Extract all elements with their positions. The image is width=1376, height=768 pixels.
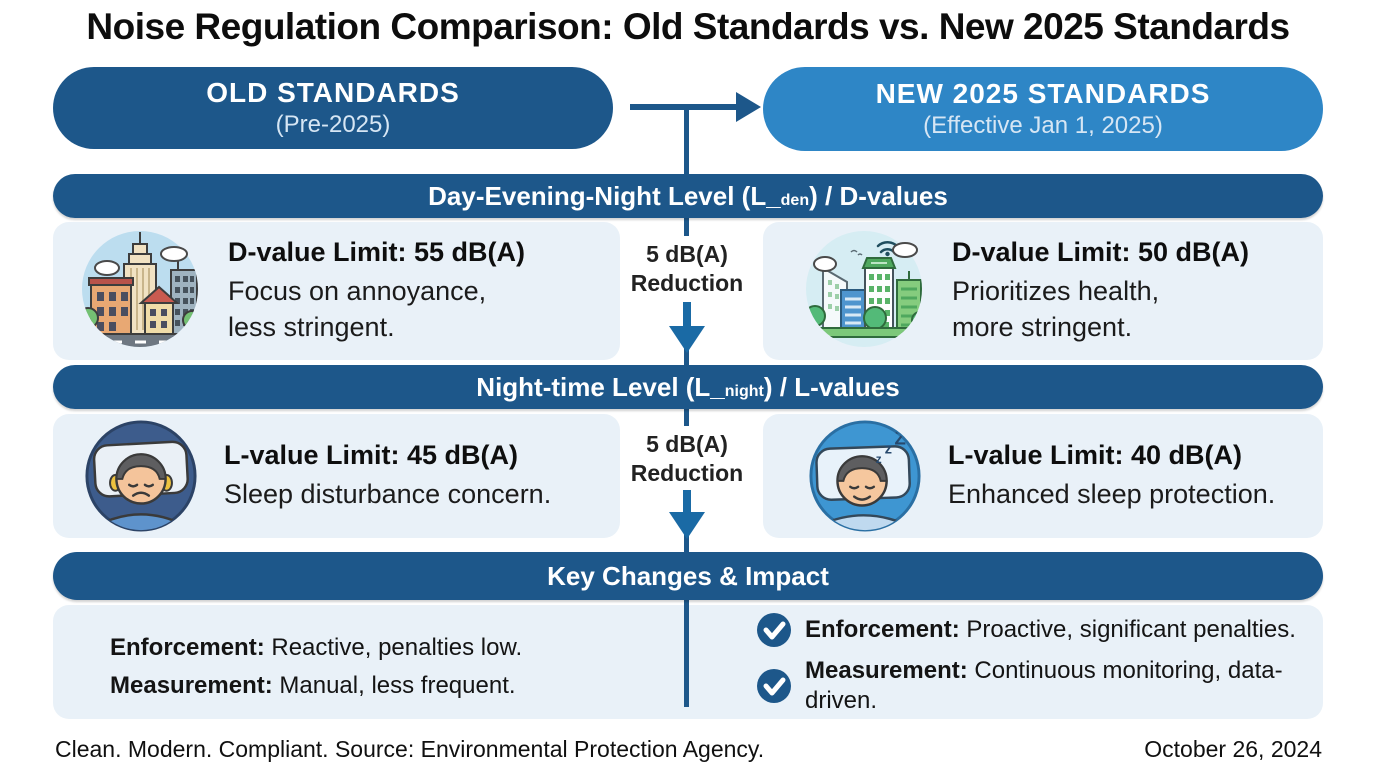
description-line: less stringent. [228,312,395,342]
old-dvalue-description: Focus on annoyance, less stringent. [228,273,525,345]
check-icon [755,667,793,705]
new-lvalue-description: Enhanced sleep protection. [948,476,1275,512]
item-text: Continuous monitoring, data-driven. [805,657,1283,714]
new-enforcement-item: Enforcement: Proactive, significant pena… [755,611,1330,649]
old-lvalue-card: L-value Limit: 45 dB(A) Sleep disturbanc… [53,414,620,538]
footer-source: Clean. Modern. Compliant. Source: Enviro… [55,736,765,762]
new-measurement-text: Measurement: Continuous monitoring, data… [805,656,1305,716]
old-lvalue-heading: L-value Limit: 45 dB(A) [224,440,519,470]
description-line: Sleep disturbance concern. [224,479,552,509]
reduction-amount: 5 dB(A) [646,431,728,457]
old-standards-header: OLD STANDARDS (Pre-2025) [53,67,613,149]
svg-text:Z: Z [894,428,905,449]
reduction-amount: 5 dB(A) [646,241,728,267]
old-dvalue-text: D-value Limit: 55 dB(A) Focus on annoyan… [228,237,525,345]
new-standards-subtitle: (Effective Jan 1, 2025) [923,112,1163,139]
old-key-changes: Enforcement: Reactive, penalties low. Me… [110,629,522,705]
city-skyline-icon [77,228,203,354]
new-dvalue-card: D-value Limit: 50 dB(A) Prioritizes heal… [763,222,1323,360]
down-arrow-icon [683,490,691,514]
item-label: Measurement: [110,672,273,699]
old-lvalue-text: L-value Limit: 45 dB(A) Sleep disturbanc… [224,440,551,512]
item-label: Measurement: [805,657,968,684]
new-enforcement-text: Enforcement: Proactive, significant pena… [805,615,1296,645]
old-dvalue-card: D-value Limit: 55 dB(A) Focus on annoyan… [53,222,620,360]
old-lvalue-description: Sleep disturbance concern. [224,476,551,512]
item-label: Enforcement: [110,634,265,661]
new-lvalue-text: L-value Limit: 40 dB(A) Enhanced sleep p… [948,440,1275,512]
down-arrow-icon [683,302,691,328]
eco-city-icon [801,228,927,354]
check-icon [755,611,793,649]
down-arrowhead-icon [669,512,705,539]
dvalue-reduction-label: 5 dB(A) Reduction [621,236,753,302]
old-standards-title: OLD STANDARDS [206,77,460,108]
reduction-word: Reduction [630,270,744,296]
new-standards-title: NEW 2025 STANDARDS [875,78,1211,109]
description-line: Enhanced sleep protection. [948,479,1276,509]
new-dvalue-description: Prioritizes health, more stringent. [952,273,1249,345]
reduction-word: Reduction [630,460,744,486]
page-title: Noise Regulation Comparison: Old Standar… [86,6,1290,47]
item-text: Manual, less frequent. [279,672,516,699]
section-band-key-changes: Key Changes & Impact [53,552,1323,600]
section-band-day-evening-night: Day-Evening-Night Level (L_ den) / D-valu… [53,174,1323,218]
band-text: Night-time Level (L_ [476,371,725,402]
band-text: Key Changes & Impact [547,560,829,591]
item-text: Proactive, significant penalties. [966,616,1296,643]
svg-text:z: z [885,441,892,457]
band-subscript: den [780,192,810,209]
description-line: Focus on annoyance, [228,276,487,306]
sleeping-person-zzz-icon: z z Z [807,418,923,534]
band-text: ) / L-values [763,371,900,402]
lvalue-reduction-label: 5 dB(A) Reduction [621,426,753,492]
new-lvalue-heading: L-value Limit: 40 dB(A) [948,440,1243,470]
description-line: Prioritizes health, [952,276,1160,306]
old-enforcement-item: Enforcement: Reactive, penalties low. [110,629,522,667]
new-measurement-item: Measurement: Continuous monitoring, data… [755,656,1330,716]
band-text: ) / D-values [809,180,948,211]
new-key-changes: Enforcement: Proactive, significant pena… [755,611,1330,723]
new-standards-header: NEW 2025 STANDARDS (Effective Jan 1, 202… [763,67,1323,151]
new-lvalue-card: z z Z L-value Limit: 40 dB(A) Enhanced s… [763,414,1323,538]
new-dvalue-heading: D-value Limit: 50 dB(A) [952,237,1250,267]
footer-date: October 26, 2024 [1144,736,1322,762]
old-measurement-item: Measurement: Manual, less frequent. [110,667,522,705]
old-standards-subtitle: (Pre-2025) [275,111,391,138]
right-arrow-icon [630,104,738,110]
old-dvalue-heading: D-value Limit: 55 dB(A) [228,237,526,267]
item-label: Enforcement: [805,616,960,643]
band-text: Day-Evening-Night Level (L_ [428,180,781,211]
section-band-night-time: Night-time Level (L_ night) / L-values [53,365,1323,409]
right-arrowhead-icon [736,92,761,122]
band-subscript: night [724,383,764,400]
sleeping-person-earplugs-icon [83,418,199,534]
new-dvalue-text: D-value Limit: 50 dB(A) Prioritizes heal… [952,237,1249,345]
svg-text:z: z [876,453,882,466]
down-arrowhead-icon [669,326,705,353]
description-line: more stringent. [952,312,1133,342]
item-text: Reactive, penalties low. [271,634,523,661]
